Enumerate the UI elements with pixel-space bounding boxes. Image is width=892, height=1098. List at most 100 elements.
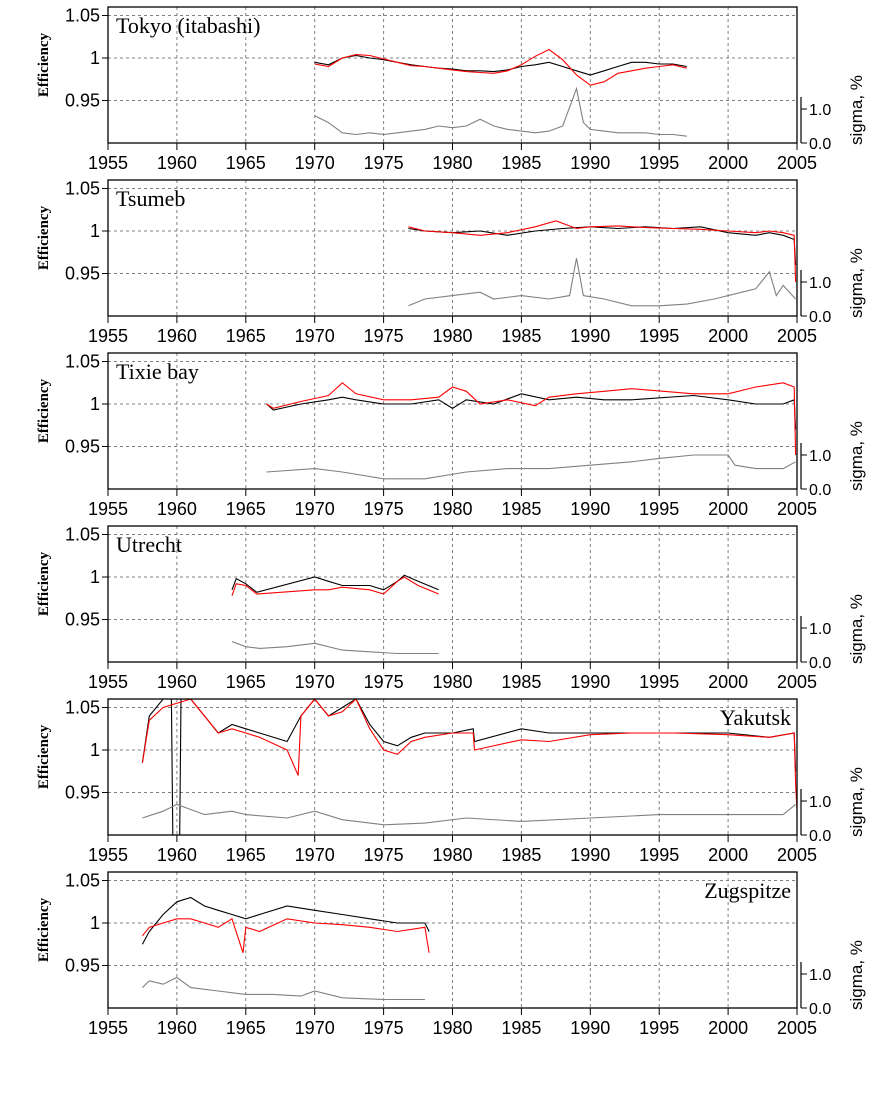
x-tick-label: 1980 xyxy=(432,326,472,346)
sigma-axis-label: sigma, % xyxy=(847,594,866,664)
sigma-tick-label: 1.0 xyxy=(809,621,831,638)
x-tick-label: 2005 xyxy=(777,672,817,692)
x-tick-label: 2005 xyxy=(777,845,817,865)
x-tick-label: 1965 xyxy=(226,1018,266,1038)
series-line-1 xyxy=(231,576,439,596)
sigma-axis-label: sigma, % xyxy=(847,75,866,145)
station-name: Yakutsk xyxy=(720,705,791,730)
x-tick-label: 2005 xyxy=(777,326,817,346)
series-line-2 xyxy=(314,86,687,137)
x-tick-label: 1990 xyxy=(570,672,610,692)
x-tick-label: 1975 xyxy=(364,845,404,865)
x-tick-label: 1955 xyxy=(88,672,128,692)
station-name: Tixie bay xyxy=(116,359,199,384)
y-tick-label: 0.95 xyxy=(65,264,100,284)
x-tick-label: 1960 xyxy=(157,499,197,519)
panel-2: 1.05 1 0.95 1955 1960 1965 1970 1975 1980 1985 199… xyxy=(36,352,866,520)
x-tick-label: 1955 xyxy=(88,845,128,865)
series-line-2 xyxy=(408,258,797,307)
y-tick-label: 1 xyxy=(90,394,100,414)
y-tick-label: 1 xyxy=(90,48,100,68)
x-tick-label: 1965 xyxy=(226,845,266,865)
x-tick-label: 1990 xyxy=(570,1018,610,1038)
station-name: Tokyo (itabashi) xyxy=(116,13,260,38)
x-tick-label: 1995 xyxy=(639,326,679,346)
y-tick-label: 0.95 xyxy=(65,783,100,803)
y-axis-label: Efficiency xyxy=(36,32,52,97)
y-axis-label: Efficiency xyxy=(36,205,52,270)
x-tick-label: 1955 xyxy=(88,153,128,173)
x-tick-label: 2005 xyxy=(777,153,817,173)
panel-0: 1.05 1 0.95 1955 1960 1965 1970 1975 1980 1985 199… xyxy=(36,6,866,174)
series-line-1 xyxy=(141,698,798,810)
y-tick-label: 0.95 xyxy=(65,91,100,111)
series-line-1 xyxy=(408,220,797,283)
y-tick-label: 1 xyxy=(90,740,100,760)
x-tick-label: 1990 xyxy=(570,326,610,346)
y-tick-label: 1.05 xyxy=(65,352,100,372)
x-tick-label: 2000 xyxy=(708,326,748,346)
series-line-1 xyxy=(266,382,797,456)
x-tick-label: 2000 xyxy=(708,1018,748,1038)
series-line-0 xyxy=(408,226,797,266)
series-line-0 xyxy=(141,698,797,836)
panel-3: 1.05 1 0.95 1955 1960 1965 1970 1975 1980 1985 199… xyxy=(36,525,866,693)
x-tick-label: 1970 xyxy=(295,1018,335,1038)
x-tick-label: 1980 xyxy=(432,845,472,865)
x-tick-label: 1960 xyxy=(157,845,197,865)
y-tick-label: 1.05 xyxy=(65,698,100,718)
x-tick-label: 1960 xyxy=(157,326,197,346)
series-line-2 xyxy=(142,976,425,1001)
x-tick-label: 1965 xyxy=(226,153,266,173)
y-axis-label: Efficiency xyxy=(36,378,52,443)
x-tick-label: 1985 xyxy=(501,1018,541,1038)
x-tick-label: 1980 xyxy=(432,153,472,173)
x-tick-label: 1985 xyxy=(501,326,541,346)
x-tick-label: 2005 xyxy=(777,499,817,519)
x-tick-label: 1990 xyxy=(570,499,610,519)
x-tick-label: 1990 xyxy=(570,845,610,865)
sigma-axis-label: sigma, % xyxy=(847,421,866,491)
sigma-axis-label: sigma, % xyxy=(847,767,866,837)
x-tick-label: 2000 xyxy=(708,672,748,692)
x-tick-label: 1970 xyxy=(295,672,335,692)
y-tick-label: 1 xyxy=(90,567,100,587)
x-tick-label: 1995 xyxy=(639,1018,679,1038)
series-line-0 xyxy=(314,54,687,76)
x-tick-label: 1990 xyxy=(570,153,610,173)
y-axis-label: Efficiency xyxy=(36,551,52,616)
y-tick-label: 0.95 xyxy=(65,437,100,457)
x-tick-label: 1970 xyxy=(295,845,335,865)
x-tick-label: 1975 xyxy=(364,672,404,692)
sigma-tick-label: 1.0 xyxy=(809,794,831,811)
x-tick-label: 1955 xyxy=(88,1018,128,1038)
sigma-tick-label: 0.0 xyxy=(809,1001,831,1018)
x-tick-label: 1955 xyxy=(88,499,128,519)
sigma-tick-label: 1.0 xyxy=(809,448,831,465)
series-line-1 xyxy=(314,48,687,86)
sigma-axis-label: sigma, % xyxy=(847,248,866,318)
x-tick-label: 1985 xyxy=(501,672,541,692)
x-tick-label: 1995 xyxy=(639,845,679,865)
y-tick-label: 1.05 xyxy=(65,179,100,199)
series-line-2 xyxy=(142,803,796,826)
series-line-2 xyxy=(266,454,796,480)
sigma-tick-label: 0.0 xyxy=(809,136,831,153)
series-line-1 xyxy=(141,917,430,953)
y-axis-label: Efficiency xyxy=(36,897,52,962)
x-tick-label: 1975 xyxy=(364,153,404,173)
x-tick-label: 1970 xyxy=(295,326,335,346)
x-tick-label: 1965 xyxy=(226,672,266,692)
y-tick-label: 1.05 xyxy=(65,871,100,891)
station-name: Zugspitze xyxy=(704,878,791,903)
x-tick-label: 1965 xyxy=(226,499,266,519)
x-tick-label: 1965 xyxy=(226,326,266,346)
x-tick-label: 1995 xyxy=(639,672,679,692)
series-line-0 xyxy=(141,896,430,945)
sigma-tick-label: 1.0 xyxy=(809,275,831,292)
x-tick-label: 2000 xyxy=(708,845,748,865)
x-tick-label: 1960 xyxy=(157,153,197,173)
x-tick-label: 2000 xyxy=(708,499,748,519)
panel-4: 1.05 1 0.95 1955 1960 1965 1970 1975 1980 1985 199… xyxy=(36,698,866,866)
